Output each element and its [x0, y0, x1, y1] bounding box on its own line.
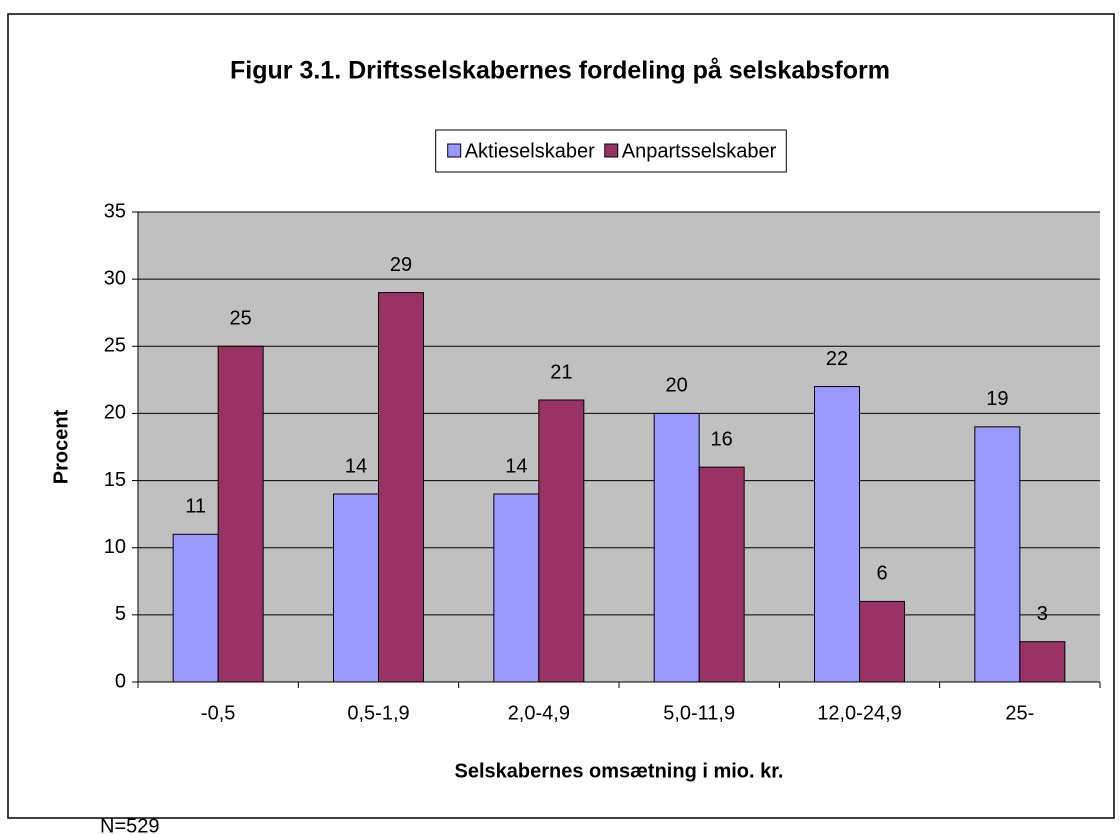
x-tick-label: 5,0-11,9 — [663, 702, 735, 724]
data-label: 25 — [230, 308, 252, 330]
bar — [538, 399, 585, 683]
bar — [974, 426, 1021, 683]
data-label: 19 — [986, 388, 1008, 410]
data-label: 16 — [711, 428, 733, 450]
bar — [698, 466, 745, 683]
bar — [333, 493, 379, 683]
x-axis-title: Selskabernes omsætning i mio. kr. — [454, 760, 783, 782]
bar — [217, 345, 264, 683]
y-tick-label: 5 — [115, 603, 126, 625]
bar — [172, 533, 219, 683]
y-tick-label: 10 — [104, 536, 126, 558]
x-tick-label: -0,5 — [201, 702, 235, 724]
data-label: 3 — [1037, 603, 1048, 625]
data-label: 22 — [826, 348, 848, 370]
legend-swatch — [604, 143, 619, 158]
x-tick-label: 2,0-4,9 — [508, 702, 570, 724]
legend-label: Anpartsselskaber — [622, 140, 777, 162]
bar — [814, 386, 860, 683]
y-tick-label: 20 — [104, 402, 126, 424]
data-label: 14 — [505, 455, 527, 477]
x-tick-label: 25- — [1005, 702, 1034, 724]
y-axis-title: Procent — [50, 409, 72, 484]
plot-area — [138, 212, 1100, 682]
bar — [859, 600, 905, 683]
x-tick-label: 0,5-1,9 — [347, 702, 409, 724]
bar — [378, 292, 424, 683]
legend-swatch — [447, 143, 462, 158]
x-tick-label: 12,0-24,9 — [817, 702, 902, 724]
y-tick-label: 30 — [104, 267, 126, 289]
bar — [653, 412, 700, 683]
legend-label: Aktieselskaber — [465, 140, 595, 162]
data-label: 6 — [876, 563, 887, 585]
data-label: 20 — [666, 375, 688, 397]
chart-title: Figur 3.1. Driftsselskabernes fordeling … — [230, 57, 890, 85]
bar — [1019, 641, 1066, 683]
data-label: 14 — [345, 455, 367, 477]
y-tick-label: 0 — [115, 670, 126, 692]
y-tick-label: 25 — [104, 335, 126, 357]
note: N=529 — [100, 815, 160, 834]
y-tick-label: 35 — [104, 200, 126, 222]
bar — [493, 493, 540, 683]
data-label: 29 — [390, 254, 412, 276]
data-label: 11 — [185, 496, 206, 518]
y-tick-label: 15 — [104, 469, 126, 491]
data-label: 21 — [550, 361, 572, 383]
